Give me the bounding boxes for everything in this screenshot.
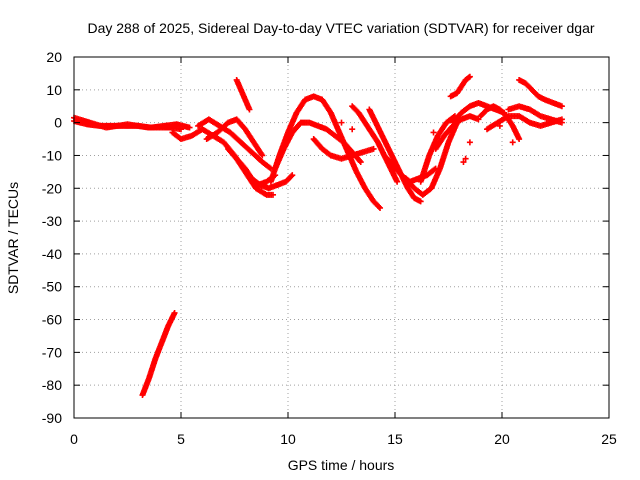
data-point bbox=[377, 204, 384, 211]
data-point bbox=[357, 159, 364, 166]
x-tick-label: 0 bbox=[70, 431, 78, 447]
data-point bbox=[270, 191, 277, 198]
data-point bbox=[460, 159, 467, 166]
data-point-interp bbox=[356, 157, 363, 164]
plot-frame bbox=[73, 56, 610, 419]
grid-lines bbox=[74, 57, 609, 418]
data-point-interp bbox=[465, 74, 472, 81]
y-tick-label: -60 bbox=[42, 312, 62, 328]
data-point bbox=[338, 119, 345, 126]
series-pass-10to13-mid bbox=[272, 119, 364, 172]
data-points bbox=[71, 73, 565, 399]
data-point bbox=[246, 106, 253, 113]
x-tick-label: 10 bbox=[280, 431, 296, 447]
data-point bbox=[289, 172, 296, 179]
series-pass-5to9-c bbox=[203, 116, 266, 159]
data-point-interp bbox=[288, 173, 295, 180]
data-point bbox=[475, 116, 482, 123]
data-point bbox=[171, 309, 178, 316]
data-point bbox=[259, 152, 266, 159]
series-pass-7-8 bbox=[233, 76, 253, 113]
series-pass-20to23 bbox=[505, 103, 565, 126]
y-tick-label: -20 bbox=[42, 180, 62, 196]
series-pass-18-high bbox=[447, 73, 473, 100]
series-pass-neg80 bbox=[139, 309, 178, 399]
x-tick-labels: 0 5 10 15 20 25 bbox=[70, 431, 617, 447]
data-point bbox=[394, 178, 401, 185]
data-point bbox=[417, 198, 424, 205]
y-tick-label: -80 bbox=[42, 377, 62, 393]
x-tick-label: 20 bbox=[494, 431, 510, 447]
x-tick-label: 25 bbox=[601, 431, 617, 447]
y-tick-label: -10 bbox=[42, 147, 62, 163]
y-tick-label: -90 bbox=[42, 410, 62, 426]
series-pass-21to23-high bbox=[516, 76, 565, 110]
data-point bbox=[496, 122, 503, 129]
x-tick-label: 15 bbox=[387, 431, 403, 447]
data-point bbox=[370, 145, 377, 152]
series-pass-11to14 bbox=[310, 136, 377, 162]
series-pass-8to10 bbox=[248, 172, 296, 192]
y-tick-label: 20 bbox=[46, 49, 62, 65]
data-point-interp bbox=[375, 203, 382, 210]
series-pass-early-upper bbox=[71, 117, 193, 131]
x-axis-label: GPS time / hours bbox=[288, 457, 395, 473]
chart-title: Day 288 of 2025, Sidereal Day-to-day VTE… bbox=[87, 20, 594, 36]
series-pass-19to21-a bbox=[477, 103, 523, 143]
data-point bbox=[430, 129, 437, 136]
series-pass-13to15-a bbox=[349, 103, 401, 185]
y-tick-label: 10 bbox=[46, 82, 62, 98]
y-tick-label: 0 bbox=[54, 115, 62, 131]
data-point bbox=[516, 136, 523, 143]
y-tick-labels: -90 -80 -70 -60 -50 -40 -30 -20 -10 0 10 20 bbox=[42, 49, 62, 426]
y-tick-label: -40 bbox=[42, 246, 62, 262]
y-axis-label: SDTVAR / TECUs bbox=[5, 182, 21, 294]
series-scattered-points bbox=[338, 119, 516, 166]
axis-ticks bbox=[73, 56, 610, 419]
y-tick-label: -70 bbox=[42, 344, 62, 360]
data-point bbox=[462, 155, 469, 162]
data-point bbox=[466, 139, 473, 146]
data-point bbox=[558, 103, 565, 110]
series-pass-5to9-b bbox=[195, 116, 274, 172]
y-tick-label: -50 bbox=[42, 279, 62, 295]
data-point bbox=[466, 73, 473, 80]
data-point bbox=[509, 139, 516, 146]
y-tick-label: -30 bbox=[42, 213, 62, 229]
data-point bbox=[349, 126, 356, 133]
data-point bbox=[186, 124, 193, 131]
x-tick-label: 5 bbox=[177, 431, 185, 447]
data-point bbox=[558, 119, 565, 126]
series-pass-16to18 bbox=[417, 113, 458, 185]
